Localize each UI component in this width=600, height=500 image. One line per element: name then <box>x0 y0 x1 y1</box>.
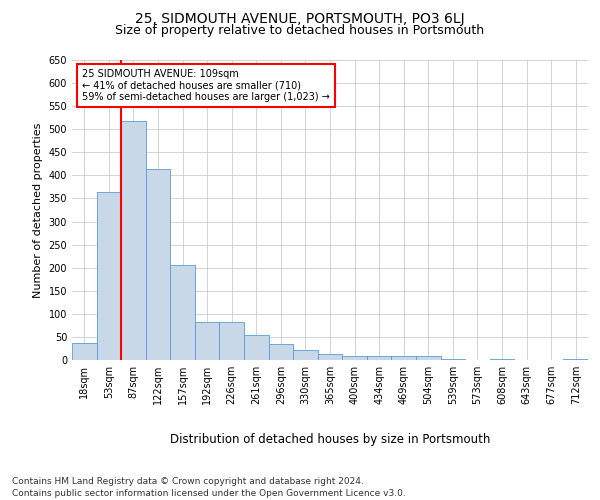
Bar <box>563 358 588 360</box>
Bar <box>318 354 342 360</box>
Bar <box>391 356 416 360</box>
Bar <box>367 356 391 360</box>
Text: Distribution of detached houses by size in Portsmouth: Distribution of detached houses by size … <box>170 432 490 446</box>
Bar <box>195 322 220 360</box>
Text: Size of property relative to detached houses in Portsmouth: Size of property relative to detached ho… <box>115 24 485 37</box>
Text: 25, SIDMOUTH AVENUE, PORTSMOUTH, PO3 6LJ: 25, SIDMOUTH AVENUE, PORTSMOUTH, PO3 6LJ <box>135 12 465 26</box>
Bar <box>121 121 146 360</box>
Bar <box>220 322 244 360</box>
Bar <box>293 350 318 360</box>
Bar <box>416 356 440 360</box>
Bar <box>244 334 269 360</box>
Bar <box>490 358 514 360</box>
Bar <box>440 358 465 360</box>
Bar <box>269 344 293 360</box>
Text: Contains HM Land Registry data © Crown copyright and database right 2024.: Contains HM Land Registry data © Crown c… <box>12 478 364 486</box>
Bar <box>170 266 195 360</box>
Bar <box>97 192 121 360</box>
Y-axis label: Number of detached properties: Number of detached properties <box>33 122 43 298</box>
Bar <box>146 170 170 360</box>
Text: 25 SIDMOUTH AVENUE: 109sqm
← 41% of detached houses are smaller (710)
59% of sem: 25 SIDMOUTH AVENUE: 109sqm ← 41% of deta… <box>82 69 330 102</box>
Bar <box>72 343 97 360</box>
Bar <box>342 356 367 360</box>
Text: Contains public sector information licensed under the Open Government Licence v3: Contains public sector information licen… <box>12 489 406 498</box>
